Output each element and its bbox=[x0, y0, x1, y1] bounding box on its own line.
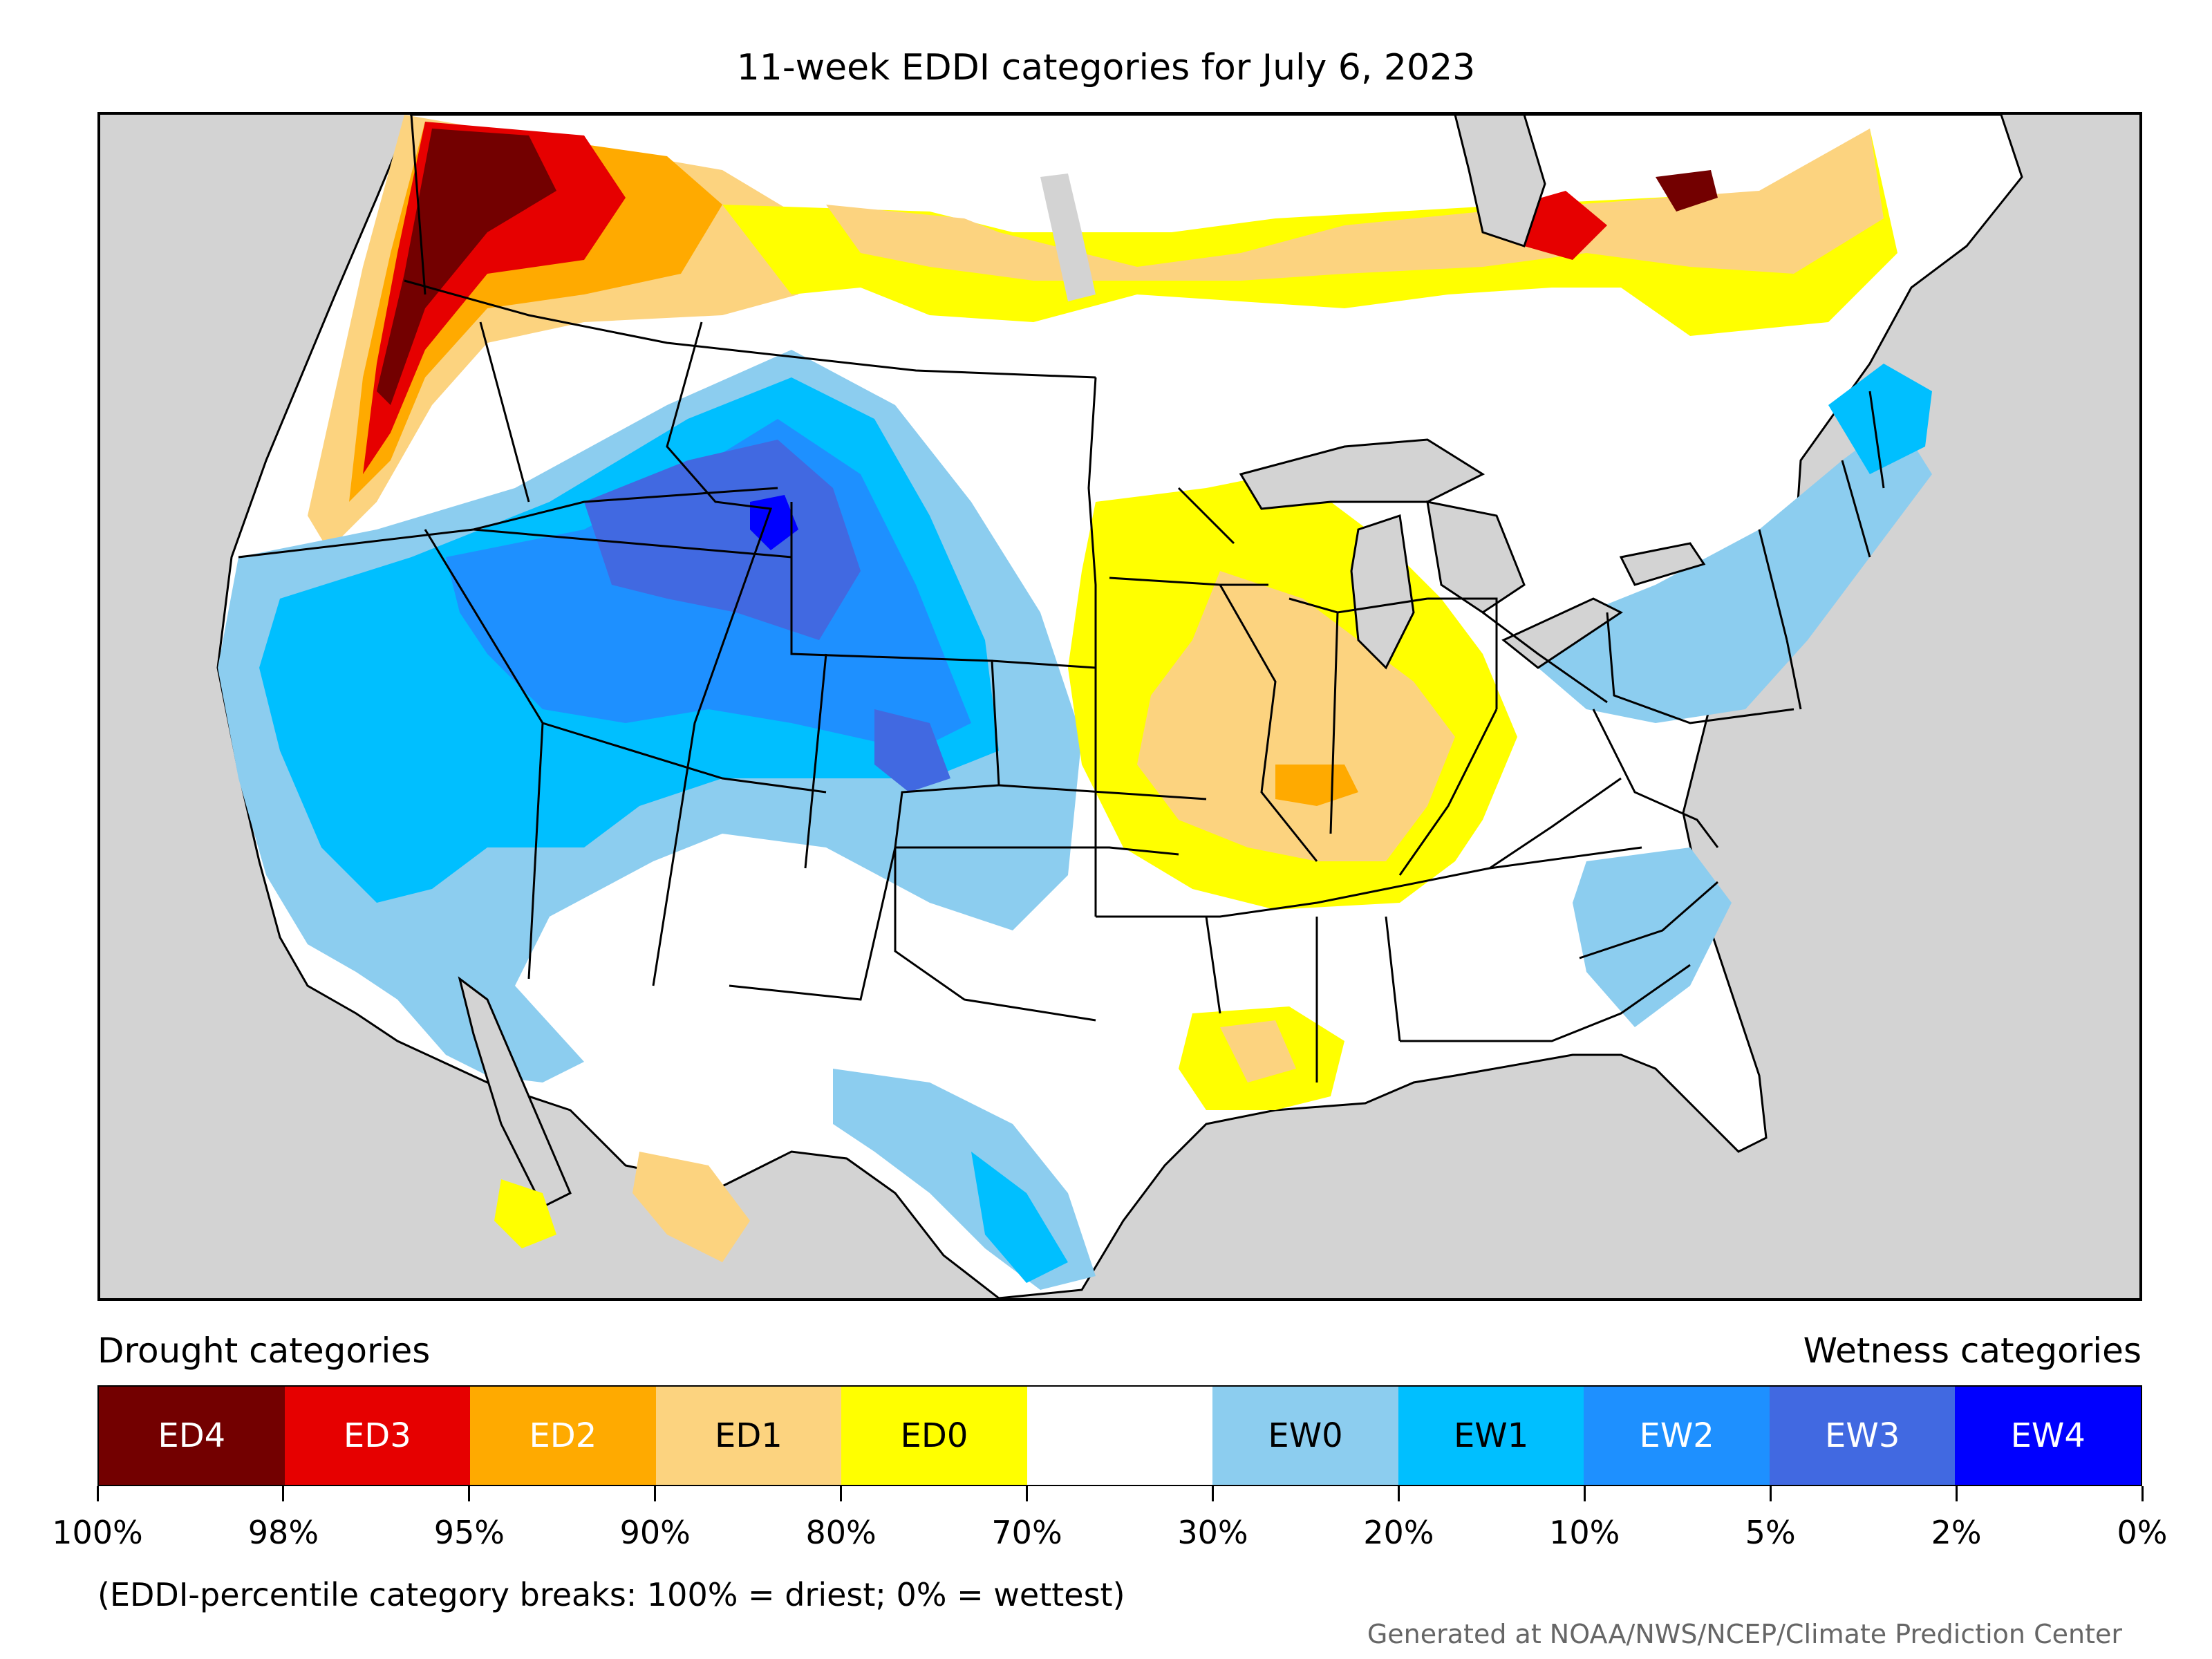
gulf-of-california bbox=[458, 976, 572, 1209]
map-svg bbox=[216, 115, 2023, 1298]
eddi-map bbox=[97, 112, 2142, 1301]
legend-cell-ew2: EW2 bbox=[1584, 1387, 1770, 1485]
legend-tick bbox=[1026, 1486, 1029, 1501]
legend-cell-ew1: EW1 bbox=[1398, 1387, 1584, 1485]
lake-ontario bbox=[1619, 542, 1706, 586]
legend-cell-ew0: EW0 bbox=[1212, 1387, 1398, 1485]
ne-wet-ew0 bbox=[1538, 419, 1932, 723]
baja-ed0 bbox=[494, 1179, 556, 1248]
ne-wet-ew1 bbox=[1828, 364, 1932, 474]
legend-cell-ed2: ED2 bbox=[470, 1387, 656, 1485]
hudson-area bbox=[1454, 115, 1546, 247]
lake-winnipeg bbox=[1040, 174, 1096, 301]
legend-tick bbox=[1211, 1486, 1214, 1501]
lake-superior bbox=[1239, 438, 1485, 510]
legend-tick bbox=[1955, 1486, 1958, 1501]
n-band-ed0 bbox=[722, 129, 1897, 336]
wetness-categories-heading: Wetness categories bbox=[1803, 1331, 2141, 1371]
legend-break-label: 70% bbox=[991, 1514, 1062, 1551]
legend-break-label: 20% bbox=[1363, 1514, 1434, 1551]
legend-break-label: 98% bbox=[247, 1514, 319, 1551]
legend-cell-ed1: ED1 bbox=[655, 1387, 842, 1485]
legend-break-label: 30% bbox=[1177, 1514, 1248, 1551]
legend-break-label: 0% bbox=[2117, 1514, 2168, 1551]
legend-break-label: 10% bbox=[1549, 1514, 1620, 1551]
legend-break-label: 5% bbox=[1745, 1514, 1796, 1551]
legend-break-label: 80% bbox=[805, 1514, 877, 1551]
colorado-ew3 bbox=[874, 709, 950, 792]
lake-michigan bbox=[1350, 514, 1415, 670]
gulf-ed1 bbox=[1220, 1020, 1296, 1082]
legend-cell-ed0: ED0 bbox=[841, 1387, 1027, 1485]
legend-tick bbox=[840, 1486, 843, 1501]
map-title: 11-week EDDI categories for July 6, 2023 bbox=[736, 47, 1476, 88]
state-borders bbox=[238, 115, 1885, 1082]
midwest-ed1 bbox=[1137, 571, 1455, 861]
se-wet-ew0 bbox=[1573, 847, 1732, 1027]
legend-tick bbox=[1769, 1486, 1772, 1501]
legend-tick bbox=[96, 1486, 99, 1501]
legend-tick bbox=[1583, 1486, 1586, 1501]
drought-categories-heading: Drought categories bbox=[97, 1331, 431, 1371]
legend-cell-ew4: EW4 bbox=[1955, 1387, 2141, 1485]
west-wet-ew4 bbox=[750, 495, 798, 550]
category-breaks-note: (EDDI-percentile category breaks: 100% =… bbox=[97, 1576, 1125, 1613]
credit-line: Generated at NOAA/NWS/NCEP/Climate Predi… bbox=[1367, 1619, 2122, 1649]
legend-break-label: 100% bbox=[52, 1514, 143, 1551]
legend-colorbar: ED4 ED3 ED2 ED1 ED0 EW0 EW1 EW2 EW3 EW4 bbox=[97, 1385, 2142, 1486]
legend-break-label: 95% bbox=[433, 1514, 505, 1551]
legend-tick bbox=[2141, 1486, 2144, 1501]
quebec-ed4 bbox=[1656, 170, 1718, 212]
tx-wet-ew1 bbox=[971, 1152, 1068, 1283]
legend-break-label: 90% bbox=[619, 1514, 691, 1551]
ne-canada-ed3 bbox=[1517, 191, 1607, 260]
missouri-ed2 bbox=[1275, 765, 1358, 806]
legend-tick bbox=[1397, 1486, 1400, 1501]
legend-cell-ew3: EW3 bbox=[1769, 1387, 1956, 1485]
baja-ed1 bbox=[632, 1152, 750, 1262]
legend-cell-normal bbox=[1027, 1387, 1213, 1485]
legend-break-label: 2% bbox=[1931, 1514, 1982, 1551]
nw-drought-ed4 bbox=[377, 129, 556, 405]
lake-huron bbox=[1426, 500, 1526, 614]
legend-tick bbox=[282, 1486, 285, 1501]
legend-cell-ed3: ED3 bbox=[284, 1387, 471, 1485]
n-band-ed1 bbox=[826, 129, 1884, 281]
legend-cell-ed4: ED4 bbox=[99, 1387, 285, 1485]
legend-tick bbox=[468, 1486, 471, 1501]
legend-tick bbox=[654, 1486, 657, 1501]
